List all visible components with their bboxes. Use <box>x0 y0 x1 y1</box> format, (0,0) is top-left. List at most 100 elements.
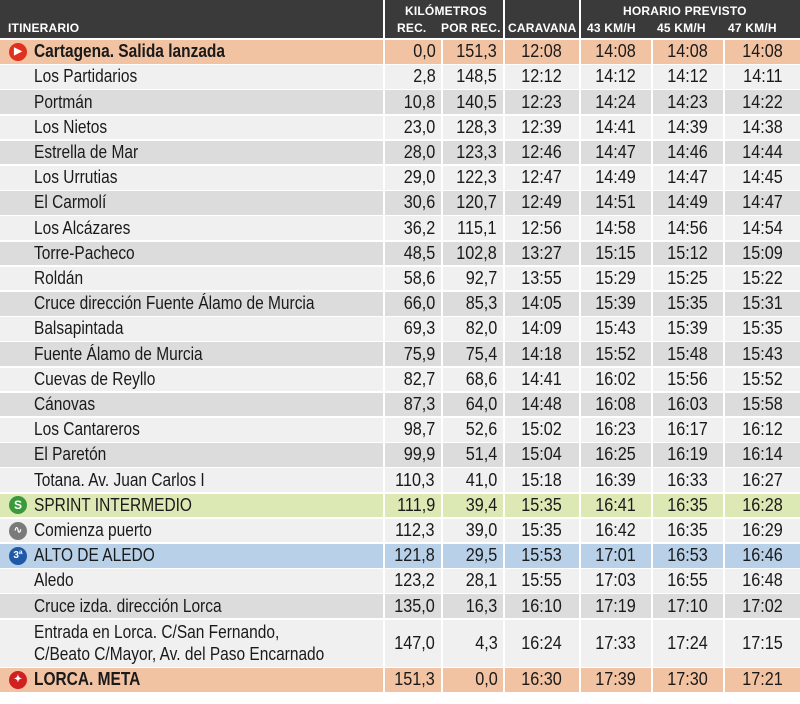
h43-cell: 15:43 <box>581 317 651 341</box>
column-divider <box>383 166 385 190</box>
table-row: Entrada en Lorca. C/San Fernando, C/Beato… <box>0 619 800 667</box>
por-rec-value: 68,6 <box>465 368 498 389</box>
rec-cell: 87,3 <box>385 393 441 417</box>
h47-value: 14:44 <box>742 142 783 163</box>
rec-value: 98,7 <box>403 419 436 440</box>
column-divider <box>579 65 581 89</box>
h43-value: 17:19 <box>595 595 637 616</box>
h47-cell: 15:31 <box>725 292 800 316</box>
place-name-cell: Torre-Pacheco <box>0 242 383 266</box>
h43-value: 14:41 <box>595 116 637 137</box>
caravana-value: 13:27 <box>521 242 563 263</box>
column-divider <box>651 418 653 442</box>
por-rec-value: 41,0 <box>465 469 498 490</box>
column-divider <box>651 518 653 543</box>
column-divider <box>441 266 443 291</box>
column-divider <box>651 619 653 667</box>
header-rec: REC. <box>397 21 427 35</box>
column-divider <box>651 317 653 341</box>
place-name: Estrella de Mar <box>34 142 139 163</box>
h43-cell: 17:01 <box>581 544 651 568</box>
caravana-cell: 14:48 <box>505 393 579 417</box>
rec-cell: 151,3 <box>385 668 441 692</box>
h45-cell: 16:35 <box>653 494 723 518</box>
place-name-cell: ALTO DE ALEDO 3ª <box>0 544 383 568</box>
h47-cell: 15:22 <box>725 267 800 291</box>
caravana-value: 14:05 <box>521 293 563 314</box>
caravana-value: 12:39 <box>521 116 563 137</box>
rec-value: 69,3 <box>403 318 436 339</box>
column-divider <box>503 443 505 467</box>
por-rec-value: 102,8 <box>456 242 497 263</box>
h47-value: 15:22 <box>742 268 783 289</box>
h47-cell: 17:02 <box>725 594 800 618</box>
column-divider <box>503 342 505 366</box>
column-divider <box>579 418 581 442</box>
rec-cell: 82,7 <box>385 368 441 392</box>
column-divider <box>383 544 385 568</box>
column-divider <box>651 594 653 618</box>
column-divider <box>383 292 385 316</box>
rec-value: 151,3 <box>394 669 435 690</box>
column-divider <box>503 493 505 518</box>
h45-value: 14:12 <box>667 66 709 87</box>
por-rec-value: 4,3 <box>475 632 498 653</box>
column-divider <box>651 292 653 316</box>
place-name: Cruce izda. dirección Lorca <box>34 595 222 616</box>
h45-cell: 15:56 <box>653 368 723 392</box>
header-horario-cell: HORARIO PREVISTO 43 KM/H 45 KM/H 47 KM/H <box>581 0 800 38</box>
h43-cell: 16:08 <box>581 393 651 417</box>
por-rec-cell: 4,3 <box>443 620 503 667</box>
column-divider <box>579 518 581 543</box>
column-divider <box>723 569 725 593</box>
por-rec-value: 64,0 <box>465 394 498 415</box>
column-divider <box>383 115 385 140</box>
h43-cell: 17:03 <box>581 569 651 593</box>
place-name-cell: Cánovas <box>0 393 383 417</box>
h47-cell: 16:12 <box>725 418 800 442</box>
column-divider <box>441 594 443 618</box>
table-row: Los Partidarios 2,8 148,5 12:12 14:12 14:12 14… <box>0 65 800 89</box>
h45-cell: 14:39 <box>653 116 723 140</box>
rec-cell: 48,5 <box>385 242 441 266</box>
column-divider <box>723 518 725 543</box>
table-row: Totana. Av. Juan Carlos I 110,3 41,0 15:18 1… <box>0 468 800 492</box>
rec-value: 121,8 <box>394 545 435 566</box>
column-divider <box>383 619 385 667</box>
rec-cell: 2,8 <box>385 65 441 89</box>
rec-value: 147,0 <box>394 632 435 653</box>
h45-value: 16:53 <box>667 545 709 566</box>
h45-cell: 14:56 <box>653 216 723 240</box>
h47-cell: 14:11 <box>725 65 800 89</box>
table-row: LORCA. META ✦ 151,3 0,0 16:30 17:39 17:30 17:21 <box>0 668 800 692</box>
rec-cell: 111,9 <box>385 494 441 518</box>
column-divider <box>383 317 385 341</box>
h45-value: 16:35 <box>667 494 709 515</box>
h45-value: 14:46 <box>667 142 709 163</box>
h45-value: 14:56 <box>667 217 709 238</box>
h47-value: 16:48 <box>742 570 783 591</box>
place-name: Torre-Pacheco <box>34 242 135 263</box>
column-divider <box>503 40 505 64</box>
column-divider <box>651 216 653 240</box>
column-divider <box>579 40 581 64</box>
header-por-rec: POR REC. <box>441 21 501 35</box>
table-row: Comienza puerto ∿ 112,3 39,0 15:35 16:42 16:35… <box>0 518 800 543</box>
h45-cell: 14:47 <box>653 166 723 190</box>
table-row: ALTO DE ALEDO 3ª 121,8 29,5 15:53 17:01 16:53 1… <box>0 544 800 568</box>
place-name: Aledo <box>34 570 74 591</box>
caravana-value: 15:02 <box>521 419 563 440</box>
table-row: Cuevas de Reyllo 82,7 68,6 14:41 16:02 15:56 1… <box>0 367 800 392</box>
place-name-cell: Entrada en Lorca. C/San Fernando, C/Beato… <box>0 620 383 667</box>
column-divider <box>441 418 443 442</box>
place-name-cell: Los Alcázares <box>0 216 383 240</box>
por-rec-cell: 64,0 <box>443 393 503 417</box>
column-divider <box>651 115 653 140</box>
table-row: SPRINT INTERMEDIO S 111,9 39,4 15:35 16:41 16:… <box>0 493 800 518</box>
h47-cell: 14:38 <box>725 116 800 140</box>
column-divider <box>503 418 505 442</box>
column-divider <box>723 317 725 341</box>
por-rec-value: 39,0 <box>465 520 498 541</box>
rec-cell: 28,0 <box>385 141 441 165</box>
column-divider <box>579 191 581 215</box>
